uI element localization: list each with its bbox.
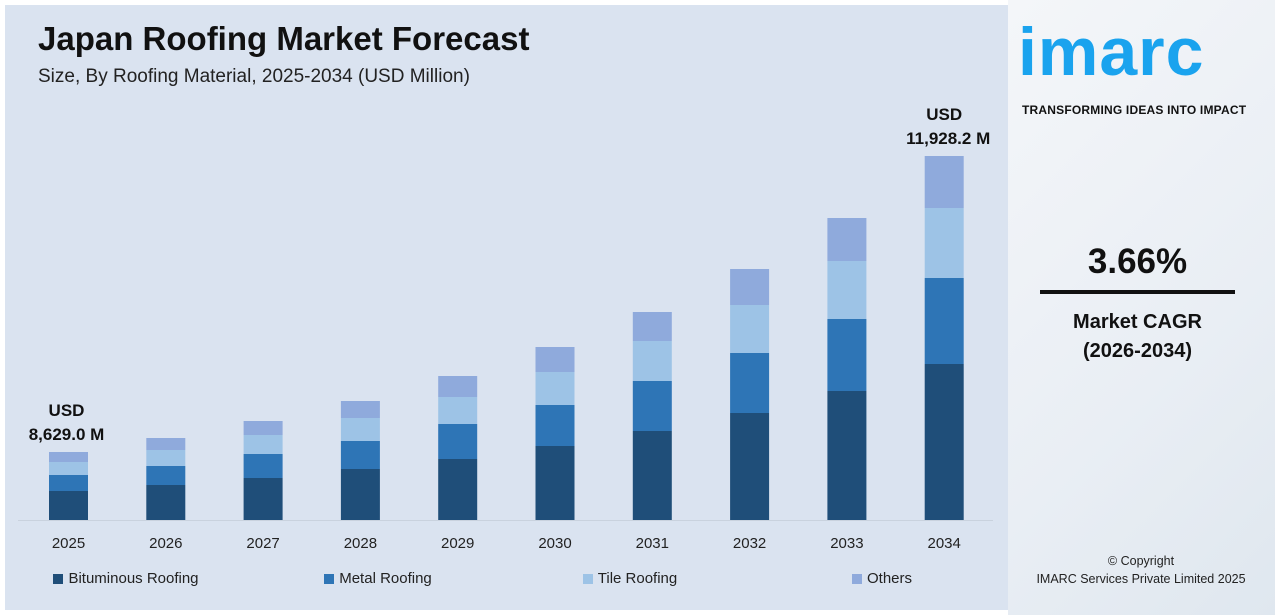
total-label-currency: USD <box>926 105 962 124</box>
legend: Bituminous Roofing Metal Roofing Tile Roof… <box>0 570 1008 587</box>
bar-others-2026 <box>146 438 186 450</box>
imarc-logo: imarc <box>1018 14 1205 90</box>
chart-title: Japan Roofing Market Forecast <box>38 20 530 57</box>
stacked-bar-chart: 2025 2026 2027 2028 2029 2030 2031 2032 2033 2034… <box>18 105 993 552</box>
legend-label: Tile Roofing <box>597 570 678 587</box>
bar-bituminous-roofing-2030 <box>535 446 575 520</box>
bar-others-2030 <box>535 347 575 372</box>
bar-metal-roofing-2031 <box>632 381 672 431</box>
x-tick-label: 2034 <box>928 535 961 552</box>
bar-tile-roofing-2031 <box>632 341 672 381</box>
legend-swatch <box>324 573 335 584</box>
x-tick-label: 2029 <box>441 535 474 552</box>
x-tick-label: 2028 <box>344 535 377 552</box>
bar-tile-roofing-2028 <box>340 418 380 441</box>
bar-tile-roofing-2032 <box>730 305 770 353</box>
x-tick-label: 2031 <box>636 535 669 552</box>
bar-metal-roofing-2032 <box>730 353 770 413</box>
bar-metal-roofing-2025 <box>49 475 88 491</box>
bar-others-2025 <box>49 452 88 462</box>
bar-bituminous-roofing-2027 <box>243 478 283 520</box>
legend-label: Others <box>866 570 912 587</box>
sidebar <box>1008 0 1275 615</box>
x-tick-label: 2033 <box>830 535 863 552</box>
bar-metal-roofing-2034 <box>924 278 964 364</box>
bar-others-2034 <box>924 156 964 208</box>
bar-tile-roofing-2029 <box>438 397 478 424</box>
cagr-period: (2026-2034) <box>1083 340 1192 362</box>
copyright-label: © Copyright <box>1107 554 1175 568</box>
chart-subtitle: Size, By Roofing Material, 2025-2034 (US… <box>38 66 470 87</box>
copyright-company: IMARC Services Private Limited 2025 <box>1036 572 1246 586</box>
bar-bituminous-roofing-2034 <box>924 364 964 520</box>
bar-others-2031 <box>632 312 672 341</box>
legend-label: Bituminous Roofing <box>68 570 199 587</box>
bar-metal-roofing-2026 <box>146 466 186 485</box>
legend-swatch <box>851 573 862 584</box>
logo-tagline: TRANSFORMING IDEAS INTO IMPACT <box>1022 103 1247 117</box>
x-tick-label: 2032 <box>733 535 766 552</box>
bar-metal-roofing-2028 <box>340 441 380 469</box>
bar-bituminous-roofing-2032 <box>730 413 770 520</box>
bar-others-2028 <box>340 401 380 418</box>
bar-bituminous-roofing-2026 <box>146 485 186 520</box>
bar-bituminous-roofing-2031 <box>632 431 672 520</box>
x-tick-label: 2030 <box>538 535 571 552</box>
legend-item: Tile Roofing <box>504 570 756 587</box>
legend-item: Others <box>756 570 1008 587</box>
copyright: © Copyright IMARC Services Private Limit… <box>1010 552 1272 588</box>
total-label-value: 11,928.2 M <box>906 129 990 148</box>
cagr-value: 3.66% <box>1087 242 1188 281</box>
bar-tile-roofing-2033 <box>827 261 867 319</box>
legend-swatch <box>53 573 64 584</box>
bar-tile-roofing-2030 <box>535 372 575 405</box>
x-tick-label: 2027 <box>246 535 279 552</box>
bar-others-2029 <box>438 376 478 397</box>
x-tick-label: 2025 <box>52 535 85 552</box>
bar-tile-roofing-2034 <box>924 208 964 278</box>
cagr-label: Market CAGR (2026-2034) <box>1040 308 1235 366</box>
bar-metal-roofing-2029 <box>438 424 478 459</box>
cagr-label-text: Market CAGR <box>1073 311 1202 333</box>
total-label-currency: USD <box>49 401 85 420</box>
x-tick-label: 2026 <box>149 535 182 552</box>
bar-metal-roofing-2030 <box>535 405 575 446</box>
cagr-divider <box>1040 290 1235 294</box>
bar-bituminous-roofing-2029 <box>438 459 478 520</box>
bar-metal-roofing-2033 <box>827 319 867 391</box>
legend-swatch <box>582 573 593 584</box>
bar-others-2032 <box>730 269 770 305</box>
legend-item: Bituminous Roofing <box>0 570 252 587</box>
bar-tile-roofing-2025 <box>49 462 88 475</box>
bar-bituminous-roofing-2028 <box>340 469 380 520</box>
bar-metal-roofing-2027 <box>243 454 283 478</box>
bar-bituminous-roofing-2033 <box>827 391 867 520</box>
legend-label: Metal Roofing <box>339 570 432 587</box>
total-label-value: 8,629.0 M <box>29 425 105 444</box>
bar-tile-roofing-2026 <box>146 450 186 466</box>
legend-item: Metal Roofing <box>252 570 504 587</box>
bar-others-2027 <box>243 421 283 435</box>
bar-bituminous-roofing-2025 <box>49 491 88 520</box>
bar-tile-roofing-2027 <box>243 435 283 454</box>
bar-others-2033 <box>827 218 867 261</box>
